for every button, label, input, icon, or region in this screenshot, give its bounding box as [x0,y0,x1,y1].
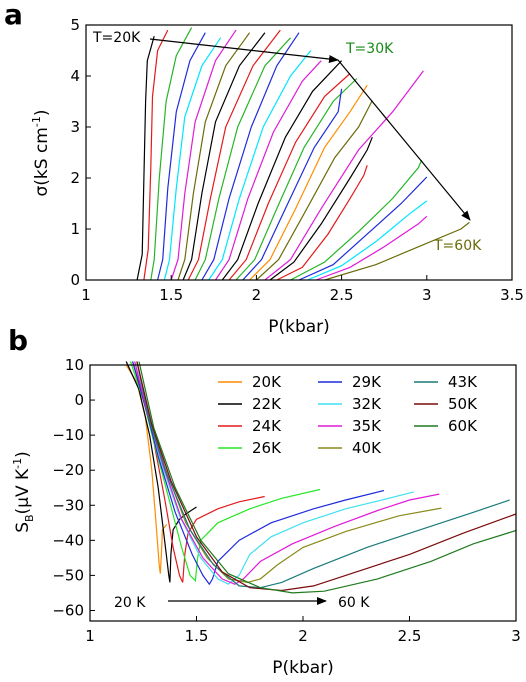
legend-label-60K: 60K [448,417,478,435]
panel-a-series-4 [157,32,206,281]
panel-b-ytick-label: −40 [52,531,84,549]
panel-a-series-22 [276,165,368,281]
panel-a-ytick-label: 3 [70,118,80,136]
legend-label-32K: 32K [352,395,382,413]
panel-a-ytick-label: 4 [70,67,80,85]
panel-a-series-6 [170,29,237,281]
legend-label-50K: 50K [448,395,478,413]
panel-b-series-29K [132,361,385,586]
panel-b-ytick-label: −30 [52,496,84,514]
panel-b-ytick-label: 10 [65,356,84,374]
legend-label-29K: 29K [352,373,382,391]
legend-label-35K: 35K [352,417,382,435]
panel-b-xtick-label: 1 [85,627,95,645]
arrow-20k-to-30k [149,38,339,63]
panel-a-series-24 [298,176,428,281]
panel-b-xlabel: P(kbar) [272,658,334,678]
panel-b-ylabel: SB(μV K-1) [11,451,36,533]
panel-a-series-19 [255,100,373,281]
panel-a-series-11 [201,32,300,281]
panel-a-series-8 [182,32,266,281]
panel-a-series-14 [221,60,343,281]
panel-b-ytick-label: −20 [52,461,84,479]
panel-a-xtick-label: 3.5 [500,286,524,304]
panel-b-ytick-label: −60 [52,601,84,619]
panel-b-xtick-label: 1.5 [185,627,209,645]
panel-b-series-26K [129,361,321,583]
panel-b-xtick-label: 2 [298,627,308,645]
panel-a-xtick-label: 2.5 [330,286,354,304]
panel-a-ylabel: σ(kS cm-1) [30,110,52,197]
panel-a-ytick-label: 1 [70,220,80,238]
panel-a-xlabel: P(kbar) [268,317,330,337]
panel-a-series-18 [249,84,368,281]
panel-b-xtick-label: 3 [511,627,521,645]
panel-a-series-15 [228,73,351,281]
panel-a-series-12 [208,50,312,281]
panel-a-series-27 [324,221,470,281]
panel-a-xtick-label: 1.5 [159,286,183,304]
panel-b-ytick-label: −50 [52,566,84,584]
panel-a-series-20 [264,70,424,281]
panel-a-series-1 [136,36,155,281]
panel-a-series-25 [307,200,428,281]
panel-a-ytick-label: 2 [70,169,80,187]
panel-b-letter: b [8,324,28,357]
legend-label-20K: 20K [252,373,282,391]
legend-label-24K: 24K [252,417,282,435]
panel-a-series-3 [150,27,193,281]
panel-a-xtick-label: 3 [422,286,432,304]
annotation-t60: T=60K [433,238,482,254]
panel-a-series-7 [177,32,251,281]
panel-a-series-21 [269,136,373,281]
panel-b-ticks: 1 1.5 2 2.5 3 10 0 −10 −20 −30 −40 −50 −60 [52,356,520,645]
panel-a-ytick-label: 0 [70,271,80,289]
annotation-t20: T=20K [92,30,141,46]
panel-a-letter: a [4,0,23,31]
panel-a-series-17 [242,88,343,281]
panel-b-ytick-label: −10 [52,426,84,444]
panel-b-ytick-label: 0 [74,391,84,409]
panel-a-series-16 [235,78,358,281]
panel-a-series-5 [163,37,222,281]
annotation-60k: 60 K [338,595,370,611]
panel-a-frame [85,24,513,281]
panel-b-series-group [125,361,517,594]
legend-label-40K: 40K [352,439,382,457]
panel-b-series-60K [138,361,517,594]
panel-a-series-26 [315,215,428,281]
annotation-20k: 20 K [114,595,146,611]
annotation-t30: T=30K [345,41,394,57]
legend-label-22K: 22K [252,395,282,413]
panel-a-series-2 [143,29,169,281]
panel-a-xtick-label: 2 [252,286,262,304]
panel-a-series-9 [187,29,281,281]
panel-b-xtick-label: 2.5 [398,627,422,645]
panel-b-legend: 20K 22K 24K 26K 29K 32K 35K 40K 43K 50K 60K [218,373,478,457]
panel-a-series-10 [194,37,291,281]
panel-a-ytick-label: 5 [70,16,80,34]
panel-b-series-35K [134,361,440,585]
panel-a-series-13 [215,60,322,281]
legend-label-26K: 26K [252,439,282,457]
legend-label-43K: 43K [448,373,478,391]
arrow-30k-to-60k [337,59,471,221]
panel-a-series-group [136,27,470,281]
panel-a-xtick-label: 1 [81,286,91,304]
panel-a-series-23 [290,159,423,281]
